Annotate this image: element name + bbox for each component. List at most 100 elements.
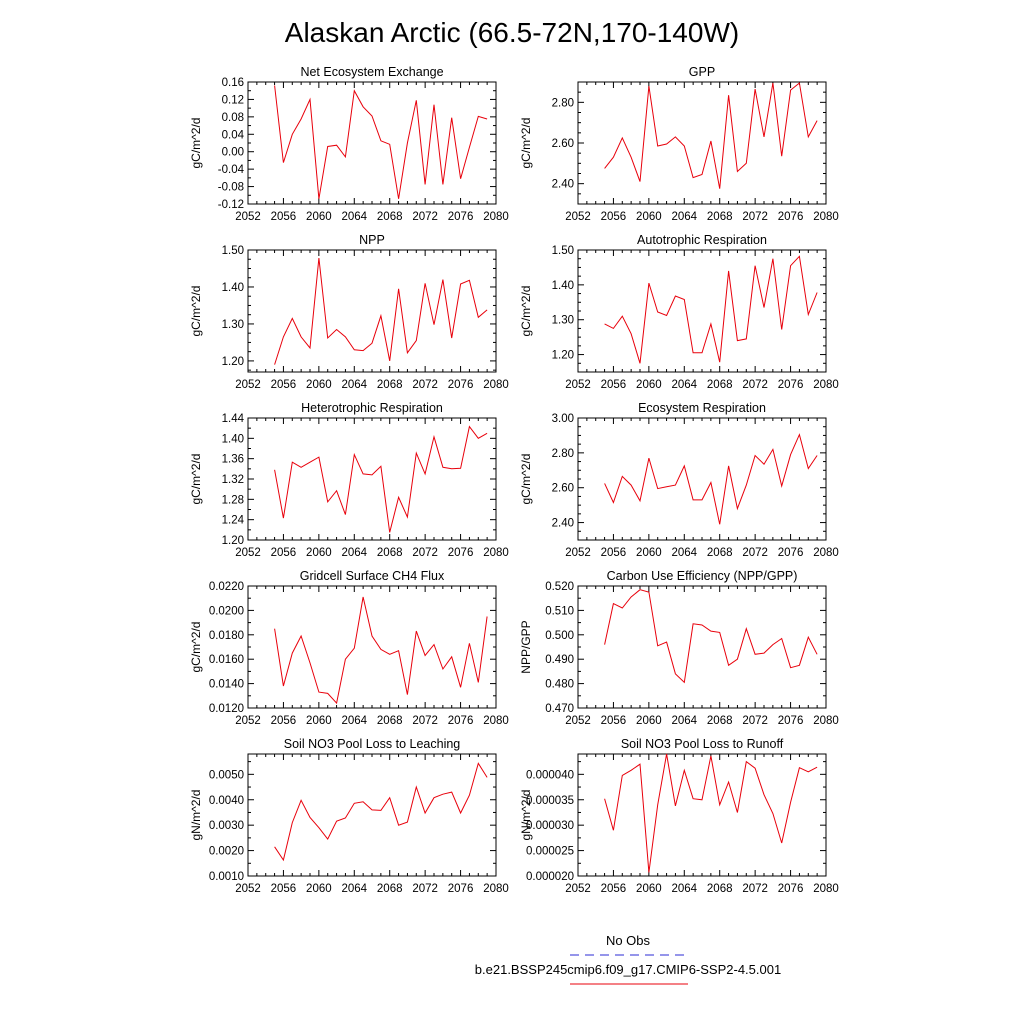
x-tick-label: 2060 <box>636 379 662 391</box>
x-tick-label: 2060 <box>636 715 662 727</box>
x-tick-label: 2056 <box>271 211 297 223</box>
x-tick-label: 2076 <box>448 715 474 727</box>
x-tick-label: 2080 <box>813 715 839 727</box>
x-tick-label: 2056 <box>601 883 627 895</box>
x-tick-label: 2052 <box>235 547 261 559</box>
x-tick-label: 2072 <box>412 883 438 895</box>
y-axis-label: gC/m^2/d <box>519 118 533 169</box>
x-tick-label: 2068 <box>707 883 733 895</box>
x-tick-label: 2068 <box>377 883 403 895</box>
x-tick-label: 2064 <box>341 379 367 391</box>
panel-title: Heterotrophic Respiration <box>301 401 443 415</box>
panel-6: Gridcell Surface CH4 Flux 2052 2056 2060 206… <box>189 569 509 727</box>
y-axis-label: gC/m^2/d <box>189 286 203 337</box>
x-tick-label: 2060 <box>306 715 332 727</box>
x-tick-label: 2076 <box>448 883 474 895</box>
panel-title: Net Ecosystem Exchange <box>300 65 443 79</box>
y-tick-label: 0.000030 <box>526 820 574 832</box>
y-tick-label: 0.0180 <box>209 630 244 642</box>
series-line <box>274 85 488 199</box>
y-tick-label: 1.44 <box>222 413 245 425</box>
panel-3: Autotrophic Respiration 2052 2056 2060 2064 2… <box>519 233 839 391</box>
y-axis-label: gN/m^2/d <box>519 790 533 841</box>
y-tick-label: 0.000040 <box>526 769 574 781</box>
y-tick-label: 0.500 <box>545 630 574 642</box>
panel-title: Soil NO3 Pool Loss to Runoff <box>621 737 784 751</box>
series-line <box>604 255 818 364</box>
plot-frame <box>247 585 497 709</box>
y-axis-label: NPP/GPP <box>519 620 533 673</box>
x-tick-label: 2056 <box>271 379 297 391</box>
y-tick-label: -0.12 <box>218 199 244 211</box>
plot-frame <box>577 249 827 373</box>
series-line <box>274 762 488 862</box>
x-tick-label: 2080 <box>813 883 839 895</box>
x-tick-label: 2064 <box>341 547 367 559</box>
x-tick-label: 2052 <box>235 883 261 895</box>
y-tick-label: 0.0160 <box>209 654 244 666</box>
x-tick-label: 2080 <box>483 883 509 895</box>
y-tick-label: 0.0050 <box>209 769 244 781</box>
y-axis-label: gC/m^2/d <box>519 286 533 337</box>
x-tick-label: 2056 <box>601 715 627 727</box>
panel-title: Autotrophic Respiration <box>637 233 767 247</box>
x-tick-label: 2064 <box>671 715 697 727</box>
x-tick-label: 2060 <box>636 883 662 895</box>
x-tick-label: 2064 <box>671 379 697 391</box>
x-tick-label: 2056 <box>601 211 627 223</box>
x-tick-label: 2076 <box>448 379 474 391</box>
x-tick-label: 2072 <box>742 211 768 223</box>
x-tick-label: 2052 <box>565 379 591 391</box>
legend-label-no-obs: No Obs <box>606 933 651 948</box>
y-tick-label: 1.30 <box>222 319 244 331</box>
x-tick-label: 2064 <box>671 547 697 559</box>
x-tick-label: 2064 <box>341 883 367 895</box>
x-tick-label: 2076 <box>778 715 804 727</box>
y-tick-label: 0.0140 <box>209 679 244 691</box>
series-line <box>274 425 488 533</box>
panels: Net Ecosystem Exchange 2052 2056 2060 2064 20… <box>189 65 839 895</box>
y-tick-label: 1.40 <box>222 282 244 294</box>
y-tick-label: 0.04 <box>222 129 245 141</box>
legend-label-case: b.e21.BSSP245cmip6.f09_g17.CMIP6-SSP2-4.… <box>475 962 781 977</box>
x-tick-label: 2072 <box>412 715 438 727</box>
y-tick-label: 1.20 <box>222 356 244 368</box>
y-tick-label: 2.80 <box>552 448 574 460</box>
x-tick-label: 2080 <box>813 211 839 223</box>
plot-frame <box>247 249 497 373</box>
x-tick-label: 2076 <box>778 883 804 895</box>
y-tick-label: 3.00 <box>552 413 574 425</box>
panel-1: GPP 2052 2056 2060 2064 2068 2072 2076 2080 2.40 2… <box>519 65 839 223</box>
x-tick-label: 2052 <box>235 211 261 223</box>
x-tick-label: 2056 <box>271 715 297 727</box>
plot-frame <box>247 417 497 541</box>
series-line <box>604 753 818 873</box>
y-tick-label: -0.04 <box>218 164 245 176</box>
panel-title: NPP <box>359 233 385 247</box>
plot-frame <box>247 81 497 205</box>
y-tick-label: 0.000025 <box>526 846 574 858</box>
x-tick-label: 2080 <box>813 379 839 391</box>
series-line <box>274 258 488 365</box>
panel-8: Soil NO3 Pool Loss to Leaching 2052 2056 20… <box>189 737 509 895</box>
x-tick-label: 2056 <box>601 379 627 391</box>
plot-frame <box>577 417 827 541</box>
x-tick-label: 2052 <box>235 379 261 391</box>
x-tick-label: 2056 <box>271 547 297 559</box>
x-tick-label: 2068 <box>707 211 733 223</box>
x-tick-label: 2068 <box>707 379 733 391</box>
y-tick-label: 0.0040 <box>209 795 244 807</box>
x-tick-label: 2064 <box>341 211 367 223</box>
panel-9: Soil NO3 Pool Loss to Runoff 2052 2056 2060… <box>519 737 839 895</box>
x-tick-label: 2072 <box>742 715 768 727</box>
x-tick-label: 2072 <box>742 547 768 559</box>
y-tick-label: 0.520 <box>545 581 574 593</box>
y-tick-label: 2.80 <box>552 97 574 109</box>
x-tick-label: 2076 <box>778 547 804 559</box>
y-tick-label: 0.490 <box>545 654 574 666</box>
x-tick-label: 2068 <box>377 211 403 223</box>
y-tick-label: 0.0120 <box>209 703 244 715</box>
panel-0: Net Ecosystem Exchange 2052 2056 2060 2064 20… <box>189 65 509 223</box>
y-tick-label: 0.470 <box>545 703 574 715</box>
y-tick-label: 0.0020 <box>209 846 244 858</box>
